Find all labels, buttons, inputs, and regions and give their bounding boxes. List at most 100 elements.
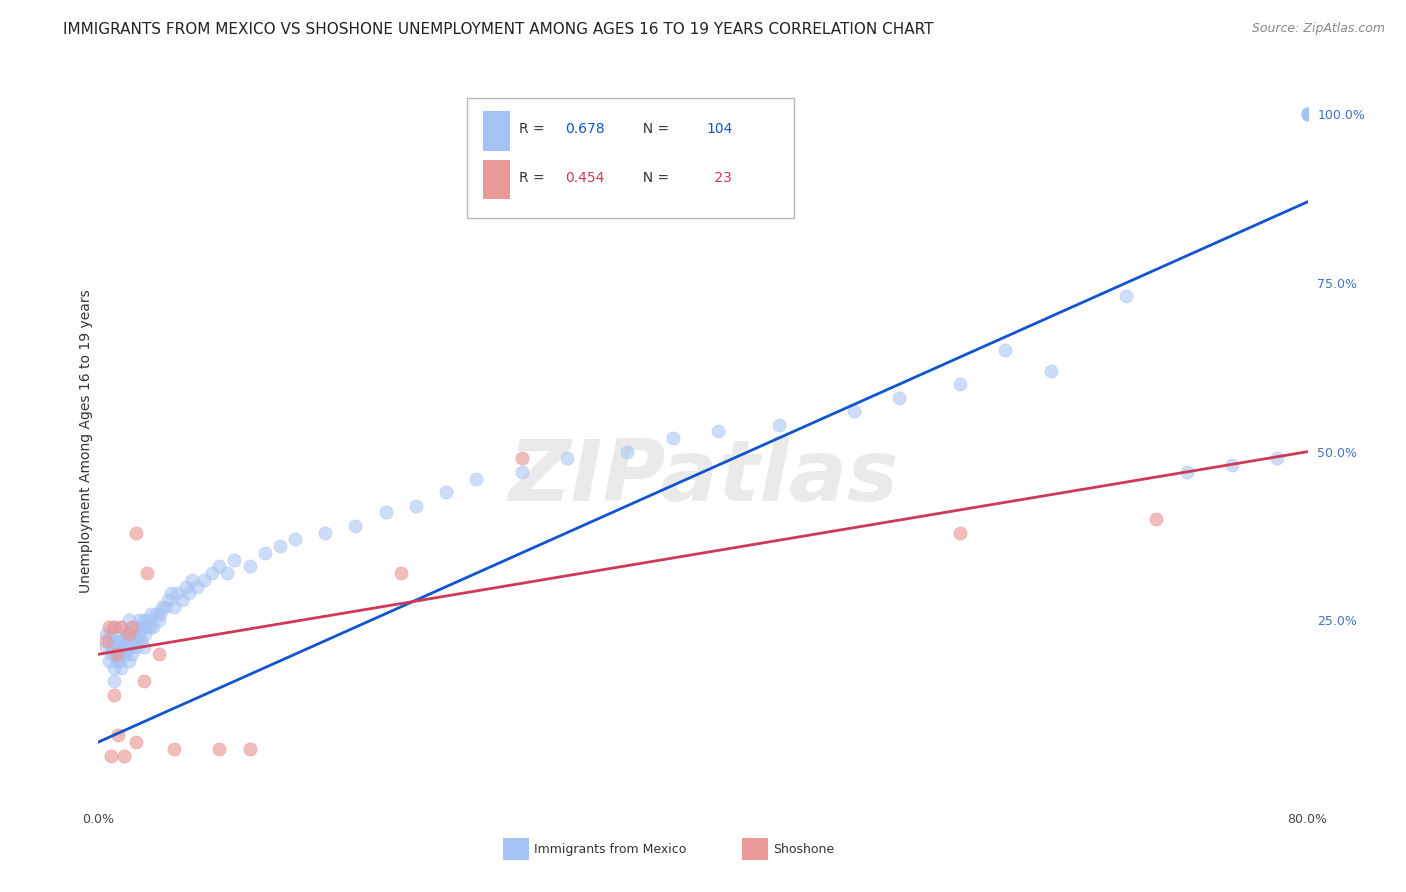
Point [208, 741, 231, 756]
Point [269, 539, 291, 553]
Point [100, 627, 122, 641]
Point [174, 580, 197, 594]
Text: Source: ZipAtlas.com: Source: ZipAtlas.com [1251, 22, 1385, 36]
Point [616, 444, 638, 458]
Point [135, 566, 157, 581]
Point [160, 586, 183, 600]
Point [156, 593, 179, 607]
Point [1267, 451, 1289, 466]
Point [120, 640, 142, 655]
Point [118, 614, 141, 628]
Text: ZIPatlas: ZIPatlas [508, 436, 898, 519]
Point [1296, 107, 1319, 121]
Point [118, 627, 141, 641]
Point [405, 499, 427, 513]
Point [139, 620, 162, 634]
Point [949, 377, 972, 392]
Point [122, 633, 145, 648]
Point [889, 391, 911, 405]
Point [844, 404, 866, 418]
Point [118, 627, 141, 641]
Point [103, 661, 125, 675]
Point [121, 620, 143, 634]
Point [510, 451, 533, 466]
Point [179, 586, 201, 600]
Text: IMMIGRANTS FROM MEXICO VS SHOSHONE UNEMPLOYMENT AMONG AGES 16 TO 19 YEARS CORREL: IMMIGRANTS FROM MEXICO VS SHOSHONE UNEMP… [63, 22, 934, 37]
Point [111, 647, 134, 661]
Point [153, 599, 176, 614]
Point [129, 633, 152, 648]
Text: N =: N = [634, 122, 673, 136]
Point [105, 647, 128, 661]
Point [1296, 107, 1319, 121]
Point [149, 607, 172, 621]
Point [131, 620, 153, 634]
Point [163, 599, 186, 614]
Point [465, 472, 488, 486]
Point [103, 620, 125, 634]
Point [122, 620, 145, 634]
Point [98, 654, 121, 668]
Point [510, 465, 533, 479]
Point [103, 674, 125, 689]
Point [1220, 458, 1243, 472]
Text: 104: 104 [707, 122, 733, 136]
Point [103, 620, 125, 634]
Point [114, 633, 136, 648]
Point [239, 559, 262, 574]
Point [374, 505, 396, 519]
Text: Immigrants from Mexico: Immigrants from Mexico [534, 843, 686, 855]
Point [163, 741, 186, 756]
Point [94, 633, 117, 648]
Point [128, 614, 150, 628]
Point [107, 728, 129, 742]
Point [215, 566, 238, 581]
Point [284, 533, 307, 547]
Point [135, 620, 157, 634]
Point [100, 748, 122, 763]
Point [108, 654, 131, 668]
FancyBboxPatch shape [482, 160, 509, 200]
Text: R =: R = [519, 171, 550, 185]
Text: R =: R = [519, 122, 550, 136]
Point [132, 640, 155, 655]
Point [125, 735, 148, 749]
Point [224, 552, 246, 566]
Point [768, 417, 790, 432]
Point [707, 425, 730, 439]
Text: 0.678: 0.678 [565, 122, 605, 136]
Text: N =: N = [634, 171, 673, 185]
Point [94, 640, 117, 655]
Point [101, 640, 124, 655]
Point [114, 647, 136, 661]
Point [98, 633, 121, 648]
Point [110, 620, 132, 634]
Point [108, 640, 131, 655]
Point [1296, 107, 1319, 121]
Point [118, 640, 141, 655]
Point [181, 573, 204, 587]
Text: 0.454: 0.454 [565, 171, 605, 185]
Point [107, 633, 129, 648]
Point [110, 661, 132, 675]
Point [1296, 107, 1319, 121]
FancyBboxPatch shape [467, 98, 793, 218]
Point [141, 607, 163, 621]
Text: 23: 23 [710, 171, 733, 185]
Point [1296, 107, 1319, 121]
Point [100, 647, 122, 661]
Point [170, 593, 193, 607]
Y-axis label: Unemployment Among Ages 16 to 19 years: Unemployment Among Ages 16 to 19 years [79, 290, 93, 593]
Point [148, 614, 170, 628]
Point [94, 627, 117, 641]
Point [112, 748, 135, 763]
Point [110, 647, 132, 661]
Text: Shoshone: Shoshone [773, 843, 834, 855]
Point [110, 620, 132, 634]
Point [121, 627, 143, 641]
Point [150, 599, 173, 614]
Point [166, 586, 188, 600]
Point [103, 688, 125, 702]
Point [253, 546, 276, 560]
Point [239, 741, 262, 756]
